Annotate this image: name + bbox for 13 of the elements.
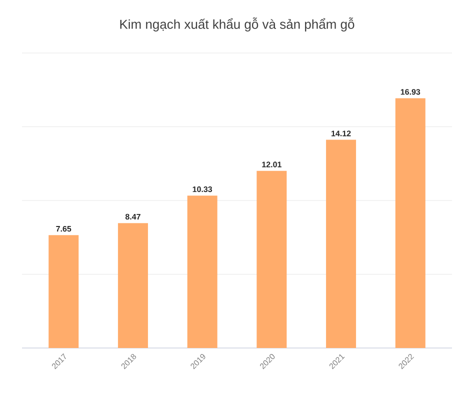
bar: [395, 98, 426, 348]
data-label: 14.12: [332, 130, 351, 136]
bar: [48, 235, 79, 348]
data-label: 7.65: [56, 226, 72, 232]
bar: [256, 170, 287, 348]
bar: [118, 223, 148, 348]
chart-title: Kim ngạch xuất khẩu gỗ và sản phẩm gỗ: [120, 18, 354, 32]
data-label: 12.01: [262, 162, 282, 168]
bar: [326, 140, 356, 348]
data-label: 8.47: [125, 214, 140, 220]
bar: [187, 196, 218, 348]
data-label: 10.33: [192, 186, 212, 192]
data-label: 16.93: [400, 89, 420, 95]
